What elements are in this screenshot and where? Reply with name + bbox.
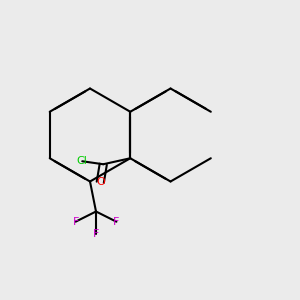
Text: F: F	[93, 229, 99, 239]
Text: O: O	[96, 177, 105, 187]
Text: F: F	[113, 217, 120, 227]
Text: Cl: Cl	[77, 156, 88, 166]
Text: F: F	[72, 217, 79, 227]
